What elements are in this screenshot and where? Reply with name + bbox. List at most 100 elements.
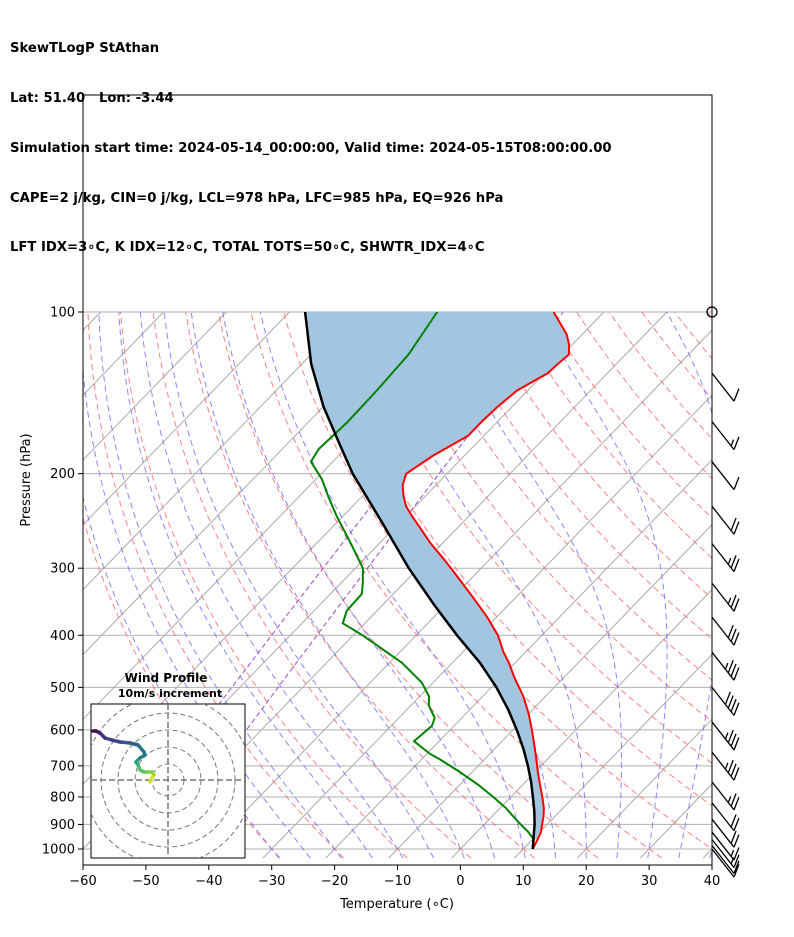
barb-flag bbox=[730, 793, 737, 807]
barb-shaft bbox=[711, 543, 735, 573]
dry-adiabat bbox=[83, 516, 281, 859]
moist-adiabat bbox=[709, 846, 712, 859]
barb-shaft bbox=[711, 616, 735, 646]
isotherm-line bbox=[702, 848, 712, 859]
barb-flag bbox=[733, 702, 740, 716]
wind-barb bbox=[711, 372, 740, 402]
barb-shaft bbox=[711, 818, 735, 848]
y-tick-label: 900 bbox=[50, 818, 75, 833]
barb-shaft bbox=[711, 421, 735, 451]
dry-adiabat bbox=[282, 311, 712, 850]
barb-flag bbox=[730, 439, 735, 447]
dry-adiabat bbox=[674, 311, 712, 360]
barb-shaft bbox=[711, 848, 735, 878]
y-tick-label: 600 bbox=[50, 723, 75, 738]
wind-barb bbox=[711, 751, 740, 781]
wind-barb bbox=[711, 802, 740, 832]
header-line-4: CAPE=2 j/kg, CIN=0 j/kg, LCL=978 hPa, LF… bbox=[10, 190, 504, 206]
barb-flag bbox=[730, 849, 735, 857]
dry-adiabat bbox=[608, 311, 712, 440]
barb-flag bbox=[730, 763, 737, 777]
dry-adiabat bbox=[511, 311, 712, 559]
x-tick-label: 20 bbox=[578, 874, 595, 889]
x-tick-label: 40 bbox=[704, 874, 721, 889]
barb-flag bbox=[727, 695, 734, 709]
inset-title: Wind Profile bbox=[125, 671, 208, 685]
wind-barb bbox=[711, 721, 740, 751]
wind-barb bbox=[711, 461, 740, 491]
moist-adiabat bbox=[363, 311, 587, 859]
barb-flag bbox=[730, 830, 737, 844]
y-tick-label: 1000 bbox=[42, 843, 75, 858]
dry-adiabat bbox=[250, 311, 662, 859]
y-tick-label: 100 bbox=[50, 306, 75, 321]
barb-shaft bbox=[711, 781, 735, 811]
moist-adiabat bbox=[163, 311, 435, 859]
barb-flag bbox=[727, 660, 734, 674]
x-axis-label: Temperature (∘C) bbox=[339, 897, 454, 912]
dry-adiabat bbox=[772, 312, 794, 858]
calm-circle bbox=[706, 306, 718, 318]
y-tick-label: 800 bbox=[50, 790, 75, 805]
wind-barbs bbox=[706, 306, 740, 878]
barb-flag bbox=[733, 388, 740, 402]
wind-barb bbox=[711, 686, 740, 716]
barb-shaft bbox=[711, 721, 735, 751]
y-tick-label: 500 bbox=[50, 681, 75, 696]
barb-flag bbox=[730, 628, 737, 642]
isotherm-line bbox=[83, 311, 290, 526]
dry-adiabat bbox=[120, 311, 408, 859]
header-line-5: LFT IDX=3∘C, K IDX=12∘C, TOTAL TOTS=50∘C… bbox=[10, 240, 485, 256]
wind-barb bbox=[706, 306, 718, 318]
x-tick-label: −10 bbox=[384, 874, 411, 889]
wind-barb bbox=[711, 543, 740, 573]
barb-flag bbox=[730, 517, 737, 531]
header-line-1: SkewTLogP StAthan bbox=[10, 41, 160, 57]
barb-flag bbox=[727, 759, 734, 774]
barb-flag bbox=[733, 864, 740, 878]
dry-adiabat bbox=[478, 311, 712, 600]
moist-adiabat bbox=[139, 311, 404, 859]
barb-flag bbox=[727, 557, 732, 565]
moist-adiabat bbox=[536, 311, 668, 859]
wind-barb bbox=[711, 651, 740, 681]
isotherm-line bbox=[83, 311, 353, 591]
y-axis-label: Pressure (hPa) bbox=[19, 433, 34, 526]
isotherm-line bbox=[0, 312, 38, 858]
barb-flag bbox=[730, 857, 735, 865]
moist-adiabat bbox=[438, 311, 622, 859]
plot-area bbox=[0, 311, 794, 859]
dry-adiabat bbox=[445, 311, 712, 640]
barb-flag bbox=[730, 663, 737, 677]
barb-shaft bbox=[711, 582, 735, 612]
barb-flag bbox=[730, 733, 737, 747]
barb-shaft bbox=[711, 686, 735, 716]
barb-shaft bbox=[711, 751, 735, 781]
wind-barb bbox=[711, 616, 740, 646]
chart-header: SkewTLogP StAthan Lat: 51.40 Lon: -3.44 … bbox=[10, 8, 612, 274]
wind-barb bbox=[711, 818, 740, 848]
moist-adiabat bbox=[222, 311, 496, 859]
wind-barb bbox=[711, 831, 740, 861]
wind-barb bbox=[711, 582, 740, 612]
moist-adiabat bbox=[190, 311, 465, 859]
barb-shaft bbox=[711, 505, 735, 535]
barb-flag bbox=[733, 817, 740, 831]
barb-flag bbox=[727, 729, 734, 743]
temperature-line bbox=[401, 311, 571, 850]
x-tick-label: 10 bbox=[515, 874, 532, 889]
barb-flag bbox=[727, 796, 732, 803]
barb-flag bbox=[733, 737, 740, 751]
header-line-3: Simulation start time: 2024-05-14_00:00:… bbox=[10, 140, 612, 156]
x-tick-label: 0 bbox=[456, 874, 464, 889]
barb-flag bbox=[733, 558, 740, 572]
barb-flag bbox=[733, 834, 740, 848]
axes: −60 −50 −40 −30 −20 −10 0 10 20 30 40 1000 900 800 700… bbox=[42, 306, 720, 890]
barb-shaft bbox=[711, 845, 735, 874]
barb-flag bbox=[733, 767, 740, 781]
wind-barb bbox=[711, 781, 740, 811]
isotherm-line bbox=[325, 459, 712, 859]
isotherm-line bbox=[451, 588, 712, 859]
wind-barb bbox=[711, 848, 740, 878]
